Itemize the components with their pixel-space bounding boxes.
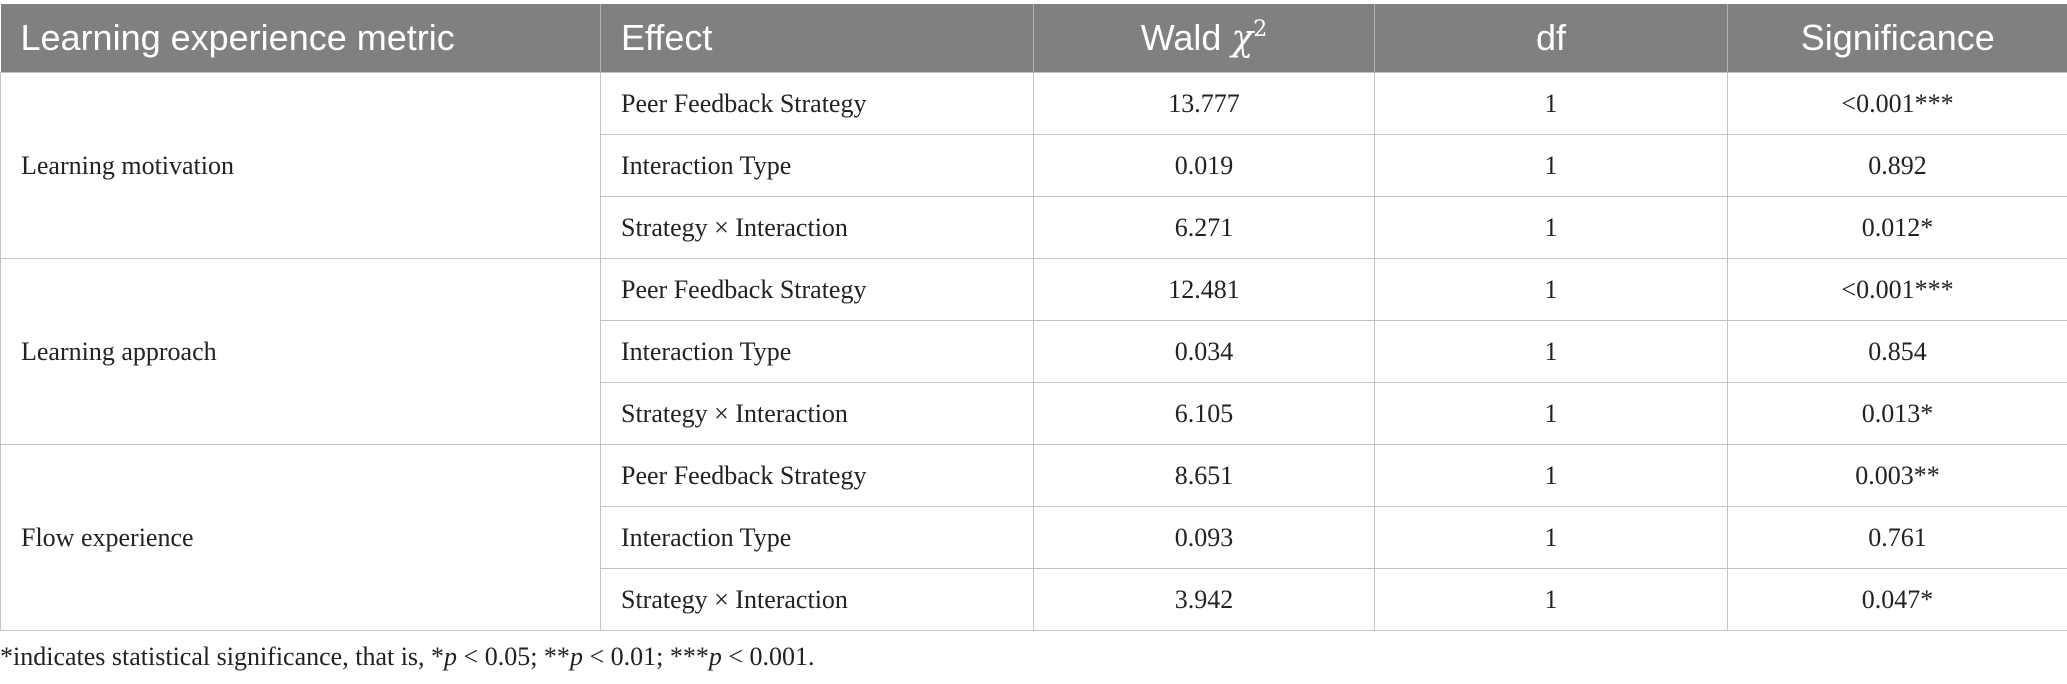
header-df: df	[1374, 4, 1728, 73]
effect-cell: Peer Feedback Strategy	[600, 444, 1034, 507]
wald-results-table: Learning experience metric Effect Wald χ…	[0, 4, 2067, 631]
significance-cell: 0.012*	[1727, 196, 2067, 259]
effect-cell: Peer Feedback Strategy	[600, 258, 1034, 321]
header-wald-chi-square: Wald χ2	[1033, 4, 1375, 73]
wald-cell: 0.093	[1033, 506, 1375, 569]
metric-cell: Flow experience	[0, 444, 601, 631]
header-wald-label: Wald	[1140, 17, 1232, 58]
footnote-intro: *indicates statistical significance, tha…	[0, 642, 445, 671]
footnote-threshold: < 0.001.	[721, 642, 815, 671]
df-cell: 1	[1374, 72, 1728, 135]
wald-cell: 0.034	[1033, 320, 1375, 383]
wald-cell: 6.105	[1033, 382, 1375, 445]
header-significance: Significance	[1727, 4, 2067, 73]
effect-cell: Interaction Type	[600, 506, 1034, 569]
table-row: Interaction Type 0.019 1 0.892	[1, 134, 2067, 197]
significance-cell: 0.003**	[1727, 444, 2067, 507]
significance-cell: 0.761	[1727, 506, 2067, 569]
footnote-p-symbol: p	[708, 642, 722, 671]
footnote-p-symbol: p	[569, 642, 583, 671]
df-cell: 1	[1374, 320, 1728, 383]
effect-cell: Strategy × Interaction	[600, 196, 1034, 259]
chi-symbol: χ2	[1231, 18, 1267, 59]
significance-cell: 0.854	[1727, 320, 2067, 383]
header-metric: Learning experience metric	[0, 4, 601, 73]
table-row: Strategy × Interaction 3.942 1 0.047*	[1, 568, 2067, 631]
table-row: Learning approach Peer Feedback Strategy…	[0, 258, 2067, 445]
footnote-threshold: < 0.01; ***	[582, 642, 709, 671]
df-cell: 1	[1374, 444, 1728, 507]
wald-cell: 0.019	[1033, 134, 1375, 197]
footnote-threshold: < 0.05; **	[457, 642, 570, 671]
header-row: Learning experience metric Effect Wald χ…	[0, 4, 2067, 73]
results-table-wrapper: Learning experience metric Effect Wald χ…	[0, 4, 2067, 631]
table-row: Interaction Type 0.093 1 0.761	[1, 506, 2067, 569]
chi-letter: χ	[1231, 18, 1254, 59]
chi-exponent: 2	[1253, 17, 1268, 42]
df-cell: 1	[1374, 196, 1728, 259]
significance-cell: <0.001***	[1727, 72, 2067, 135]
significance-cell: 0.047*	[1727, 568, 2067, 631]
header-effect: Effect	[600, 4, 1034, 73]
table-row: Flow experience Peer Feedback Strategy 8…	[0, 444, 2067, 631]
df-cell: 1	[1374, 134, 1728, 197]
df-cell: 1	[1374, 506, 1728, 569]
metric-cell: Learning approach	[0, 258, 601, 445]
wald-cell: 8.651	[1033, 444, 1375, 507]
effect-cell: Interaction Type	[600, 134, 1034, 197]
effect-cell: Strategy × Interaction	[600, 568, 1034, 631]
metric-cell: Learning motivation	[0, 72, 601, 259]
significance-cell: <0.001***	[1727, 258, 2067, 321]
df-cell: 1	[1374, 258, 1728, 321]
wald-cell: 3.942	[1033, 568, 1375, 631]
df-cell: 1	[1374, 568, 1728, 631]
wald-cell: 13.777	[1033, 72, 1375, 135]
wald-cell: 6.271	[1033, 196, 1375, 259]
table-row: Interaction Type 0.034 1 0.854	[1, 320, 2067, 383]
wald-cell: 12.481	[1033, 258, 1375, 321]
footnote-p-symbol: p	[444, 642, 458, 671]
effect-cell: Strategy × Interaction	[600, 382, 1034, 445]
significance-cell: 0.892	[1727, 134, 2067, 197]
df-cell: 1	[1374, 382, 1728, 445]
effect-cell: Interaction Type	[600, 320, 1034, 383]
significance-cell: 0.013*	[1727, 382, 2067, 445]
effect-cell: Peer Feedback Strategy	[600, 72, 1034, 135]
table-row: Strategy × Interaction 6.271 1 0.012*	[1, 196, 2067, 259]
table-row: Learning motivation Peer Feedback Strate…	[0, 72, 2067, 259]
table-row: Strategy × Interaction 6.105 1 0.013*	[1, 382, 2067, 445]
table-footnote: *indicates statistical significance, tha…	[0, 642, 815, 672]
